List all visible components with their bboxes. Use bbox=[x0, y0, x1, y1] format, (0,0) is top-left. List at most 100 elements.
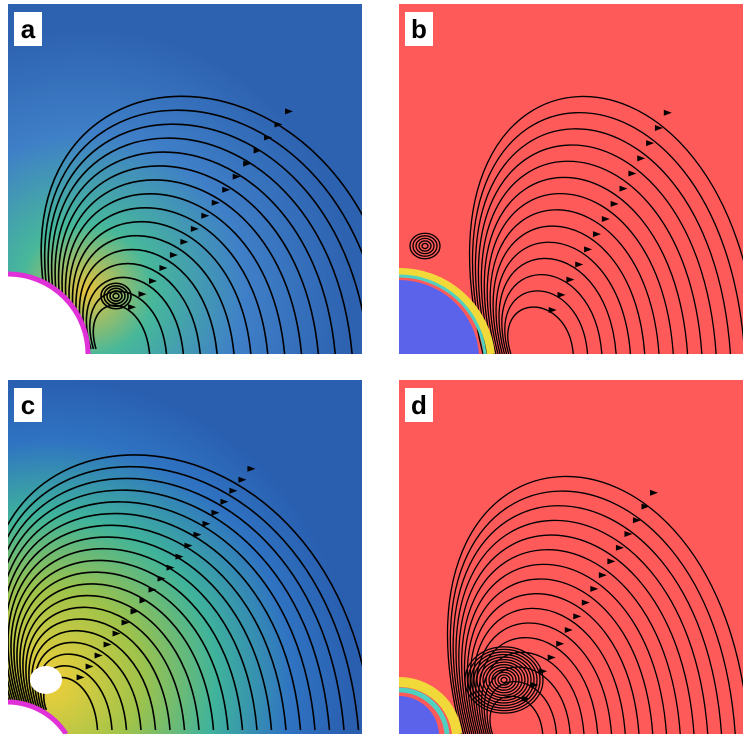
streamline bbox=[461, 549, 681, 734]
streamline bbox=[486, 681, 558, 734]
streamline bbox=[13, 559, 244, 731]
streamline-arrow bbox=[637, 155, 646, 162]
streamline bbox=[477, 144, 717, 354]
streamline bbox=[43, 676, 99, 731]
streamline-arrow bbox=[624, 530, 633, 537]
streamline bbox=[75, 235, 235, 354]
vortex-ring bbox=[491, 669, 517, 691]
streamlines bbox=[40, 95, 362, 354]
obstacle-boundary bbox=[399, 267, 495, 354]
streamline bbox=[85, 276, 185, 354]
streamline-arrow bbox=[139, 597, 148, 604]
panel-a: a bbox=[8, 4, 362, 354]
obstacle bbox=[8, 702, 66, 734]
streamline bbox=[78, 248, 218, 354]
streamline bbox=[28, 618, 171, 731]
streamline bbox=[480, 160, 703, 354]
streamline bbox=[483, 176, 689, 354]
vortex-ring bbox=[488, 666, 520, 694]
panel-label: a bbox=[14, 12, 42, 46]
streamline bbox=[8, 477, 345, 731]
streamline bbox=[469, 95, 743, 354]
streamline-arrow bbox=[211, 509, 220, 516]
streamline bbox=[475, 622, 613, 734]
streamline bbox=[501, 274, 603, 354]
obstacle-boundary bbox=[8, 699, 69, 734]
obstacle-boundary-inner bbox=[399, 687, 450, 734]
streamline bbox=[47, 123, 362, 350]
streamline-arrow bbox=[590, 585, 599, 592]
streamline bbox=[8, 489, 331, 731]
vortex-ring bbox=[100, 282, 132, 310]
streamline-arrow bbox=[607, 558, 616, 565]
obstacle-boundary bbox=[8, 271, 91, 354]
streamline-arrow bbox=[138, 291, 147, 298]
vortex-ring bbox=[470, 651, 538, 709]
streamline-arrow bbox=[573, 613, 582, 620]
obstacle bbox=[399, 279, 479, 354]
vortex-ring bbox=[482, 661, 526, 699]
streamline-arrow bbox=[646, 140, 655, 147]
streamline-arrow bbox=[211, 199, 220, 206]
streamline-arrow bbox=[253, 147, 262, 154]
streamline-arrow bbox=[628, 170, 637, 177]
obstacle bbox=[8, 274, 88, 354]
streamline bbox=[472, 607, 626, 734]
streamline-arrow bbox=[85, 663, 94, 670]
panel-c: c bbox=[8, 380, 362, 734]
obstacle-boundary-inner bbox=[399, 274, 487, 354]
streamline-arrow bbox=[169, 251, 178, 258]
streamline bbox=[486, 193, 674, 354]
streamline bbox=[8, 465, 360, 731]
streamline bbox=[64, 193, 286, 354]
streamline bbox=[25, 606, 186, 731]
vortex-ring bbox=[418, 240, 432, 252]
streamline-arrow bbox=[166, 564, 175, 571]
streamline bbox=[19, 583, 215, 731]
streamline bbox=[452, 505, 723, 734]
panel-b-plot bbox=[399, 4, 743, 354]
streamline-arrow bbox=[243, 160, 252, 167]
streamline-arrow bbox=[190, 225, 199, 232]
streamline-arrow bbox=[238, 476, 247, 483]
streamline bbox=[82, 262, 201, 354]
streamline-arrow bbox=[522, 695, 531, 702]
streamline-arrow bbox=[148, 278, 157, 285]
streamline-arrow bbox=[159, 265, 168, 271]
streamline-arrow bbox=[654, 124, 663, 131]
obstacle bbox=[399, 696, 439, 734]
streamline-arrow bbox=[584, 246, 593, 253]
streamline-arrow bbox=[201, 212, 210, 219]
streamline-arrow bbox=[650, 489, 658, 496]
streamline bbox=[43, 109, 362, 350]
streamline-arrow bbox=[222, 186, 231, 193]
streamline bbox=[504, 290, 589, 354]
streamline bbox=[458, 534, 695, 734]
streamline bbox=[8, 536, 273, 731]
streamline-arrow bbox=[247, 465, 256, 472]
streamline bbox=[54, 151, 336, 354]
streamline-arrow bbox=[130, 608, 139, 615]
streamline-arrow bbox=[632, 517, 641, 524]
streamline bbox=[10, 547, 258, 731]
streamline-arrow bbox=[103, 641, 112, 648]
streamlines bbox=[409, 95, 743, 354]
streamline-arrow bbox=[557, 291, 566, 298]
vortex-ring bbox=[467, 648, 541, 712]
streamline-arrow bbox=[564, 627, 573, 634]
panel-d-plot bbox=[399, 380, 743, 734]
vortex-ring bbox=[103, 284, 129, 307]
streamline bbox=[489, 209, 660, 354]
vortex-ring bbox=[421, 242, 429, 250]
vortex-ring bbox=[106, 287, 126, 305]
streamline bbox=[57, 165, 320, 354]
vortex-ring bbox=[415, 237, 435, 255]
streamline-arrow bbox=[619, 185, 628, 192]
panel-label: c bbox=[14, 388, 42, 422]
streamline bbox=[8, 524, 287, 731]
vortex-ring bbox=[497, 674, 511, 686]
streamline bbox=[68, 206, 269, 354]
vortex-ring bbox=[409, 232, 441, 260]
vortex-ring bbox=[500, 676, 508, 684]
panel-label: b bbox=[405, 12, 433, 46]
